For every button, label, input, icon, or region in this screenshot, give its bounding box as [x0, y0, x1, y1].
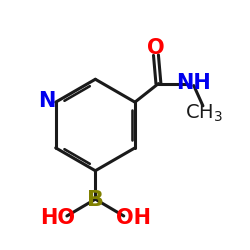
Text: CH$_3$: CH$_3$	[185, 102, 223, 124]
Text: B: B	[87, 190, 104, 210]
Text: O: O	[147, 38, 165, 58]
Text: N: N	[38, 92, 55, 112]
Text: NH: NH	[176, 72, 211, 92]
Text: HO: HO	[40, 208, 75, 229]
Text: OH: OH	[116, 208, 151, 229]
